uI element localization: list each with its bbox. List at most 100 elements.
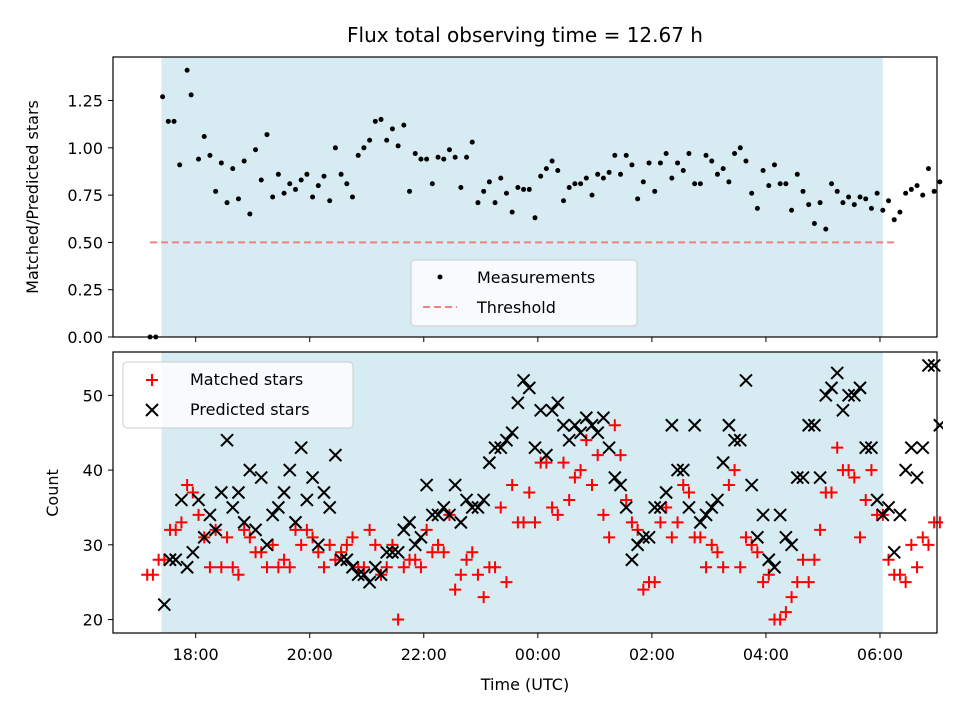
predicted-stars-point-135 <box>927 358 941 373</box>
measurements-point-2 <box>160 94 166 100</box>
matched-stars-point-34 <box>335 546 348 559</box>
bottom-legend-box <box>122 361 354 429</box>
predicted-stars-point-100 <box>727 433 742 447</box>
measurements-point-23 <box>281 190 287 196</box>
predicted-stars-point-109 <box>779 530 793 545</box>
matched-stars-point-27 <box>295 538 308 551</box>
measurements-point-19 <box>258 177 264 183</box>
measurements-point-127 <box>874 190 880 196</box>
matched-stars-point-54 <box>449 583 462 596</box>
bottom-x-tick-label-1: 20:00 <box>287 645 333 664</box>
measurements-point-60 <box>492 200 498 206</box>
top-y-tick-label-2: 0.50 <box>67 233 103 252</box>
predicted-stars-point-88 <box>659 485 673 500</box>
top-y-tick-label-1: 0.25 <box>67 281 103 300</box>
matched-stars-point-50 <box>426 546 439 559</box>
predicted-stars-point-118 <box>830 366 844 380</box>
predicted-stars-point-92 <box>682 500 696 515</box>
legend-matched-marker <box>146 374 158 386</box>
predicted-stars-point-128 <box>887 545 901 559</box>
matched-stars-point-51 <box>432 538 445 551</box>
measurements-point-50 <box>435 154 441 160</box>
predicted-stars-point-76 <box>590 426 605 440</box>
matched-stars-point-108 <box>757 576 770 589</box>
predicted-stars-point-90 <box>670 463 685 477</box>
measurements-point-33 <box>338 171 344 177</box>
matched-stars-point-66 <box>517 516 530 529</box>
measurements-point-26 <box>298 177 304 183</box>
matched-stars-point-124 <box>848 471 861 484</box>
predicted-stars-point-119 <box>836 403 850 418</box>
matched-stars-point-9 <box>192 508 205 521</box>
matched-stars-point-29 <box>306 531 319 544</box>
legend-predicted-marker <box>145 403 159 417</box>
matched-stars-point-8 <box>186 486 199 499</box>
matched-stars-point-36 <box>346 531 359 544</box>
predicted-stars-point-71 <box>562 433 576 447</box>
measurements-point-54 <box>458 185 464 191</box>
matched-stars-point-59 <box>477 591 490 604</box>
measurements-point-35 <box>350 194 356 200</box>
top-legend-box <box>410 259 638 327</box>
matched-stars-point-109 <box>762 568 775 581</box>
predicted-stars-point-72 <box>568 418 582 432</box>
matched-stars-point-40 <box>369 538 382 551</box>
matched-stars-point-115 <box>796 553 809 566</box>
predicted-stars-point-0 <box>157 597 172 612</box>
predicted-stars-point-41 <box>391 545 405 559</box>
measurements-point-13 <box>224 200 230 206</box>
measurements-point-16 <box>241 158 247 164</box>
matched-stars-point-103 <box>728 464 741 477</box>
predicted-stars-point-74 <box>579 411 594 425</box>
bottom-x-tick-label-0: 18:00 <box>173 645 219 664</box>
predicted-stars-point-82 <box>625 553 639 567</box>
measurements-point-77 <box>589 192 595 198</box>
matched-stars-point-104 <box>734 561 747 574</box>
matched-stars-point-72 <box>551 508 564 521</box>
predicted-stars-point-108 <box>773 508 787 522</box>
predicted-stars-point-131 <box>904 440 919 455</box>
predicted-stars-point-56 <box>476 493 491 507</box>
measurements-point-126 <box>868 205 874 211</box>
measurements-point-67 <box>532 215 538 221</box>
predicted-stars-point-44 <box>408 538 422 552</box>
matched-stars-point-84 <box>620 493 633 506</box>
bottom-y-tick-label-2: 40 <box>83 461 103 480</box>
predicted-stars-point-32 <box>340 553 354 567</box>
matched-stars-point-22 <box>266 538 279 551</box>
top-y-tick-label-0: 0.00 <box>67 328 103 347</box>
predicted-stars-point-45 <box>414 530 428 545</box>
measurements-point-44 <box>401 122 407 128</box>
predicted-stars-point-101 <box>733 433 747 447</box>
predicted-stars-point-79 <box>608 470 622 485</box>
measurements-point-61 <box>498 175 504 181</box>
measurements-point-92 <box>675 160 681 166</box>
matched-stars-point-67 <box>523 486 536 499</box>
measurements-point-36 <box>355 152 361 158</box>
predicted-stars-point-99 <box>722 418 736 432</box>
matched-stars-point-28 <box>300 523 313 536</box>
matched-stars-point-81 <box>603 531 616 544</box>
matched-stars-point-105 <box>739 531 752 544</box>
matched-stars-point-127 <box>865 464 878 477</box>
predicted-stars-point-7 <box>197 530 211 545</box>
matched-stars-point-76 <box>574 464 587 477</box>
matched-stars-point-137 <box>922 538 935 551</box>
predicted-stars-point-59 <box>494 440 508 455</box>
matched-stars-point-98 <box>700 561 713 574</box>
measurements-point-43 <box>395 143 401 149</box>
measurements-point-118 <box>823 226 829 232</box>
predicted-stars-point-20 <box>271 500 286 515</box>
matched-stars-point-136 <box>916 531 929 544</box>
predicted-stars-point-114 <box>807 418 822 432</box>
measurements-point-119 <box>829 181 835 187</box>
predicted-stars-point-83 <box>630 538 645 552</box>
predicted-stars-point-129 <box>893 508 907 522</box>
predicted-stars-point-115 <box>813 470 827 485</box>
measurements-point-99 <box>714 171 720 177</box>
predicted-stars-point-98 <box>716 455 730 470</box>
measurements-point-128 <box>880 207 886 213</box>
predicted-stars-point-28 <box>317 485 331 500</box>
measurements-point-52 <box>446 147 452 153</box>
measurements-point-7 <box>188 92 194 98</box>
